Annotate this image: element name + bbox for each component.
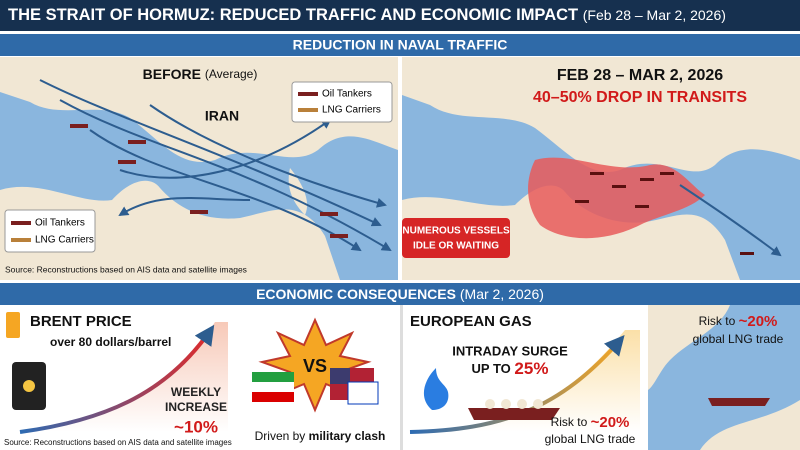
section-bar bbox=[0, 34, 800, 56]
text: ~20% bbox=[739, 313, 778, 330]
section-heading: ECONOMIC CONSEQUENCES (Mar 2, 2026) bbox=[256, 286, 544, 302]
legend-swatch bbox=[298, 92, 318, 96]
legend-swatch bbox=[298, 108, 318, 112]
source-note: Source: Reconstructions based on AIS dat… bbox=[4, 438, 232, 447]
brent-subtitle: over 80 dollars/barrel bbox=[50, 335, 171, 349]
text: ECONOMIC CONSEQUENCES bbox=[256, 286, 456, 302]
source-note: Source: Reconstructions based on AIS dat… bbox=[5, 264, 247, 274]
surge-label: UP TO 25% bbox=[472, 359, 549, 378]
risk-label: Risk to ~20% bbox=[699, 313, 778, 330]
text: (Feb 28 – Mar 2, 2026) bbox=[583, 7, 726, 23]
drop-headline: 40–50% DROP IN TRANSITS bbox=[533, 89, 747, 106]
lng-map bbox=[648, 305, 800, 450]
legend-swatch bbox=[11, 238, 31, 242]
risk-label: global LNG trade bbox=[693, 332, 784, 346]
text: Risk to bbox=[551, 415, 588, 429]
text: 25% bbox=[514, 359, 548, 378]
vs-badge: VS bbox=[303, 356, 327, 376]
divider bbox=[398, 57, 402, 280]
region-label: IRAN bbox=[205, 108, 239, 124]
legend-swatch bbox=[11, 221, 31, 225]
divider bbox=[400, 305, 403, 450]
brent-title: BRENT PRICE bbox=[30, 313, 132, 330]
callout-text: NUMEROUS VESSELS bbox=[402, 226, 510, 237]
risk-label: Risk to ~20% bbox=[551, 414, 630, 431]
text: (Average) bbox=[205, 67, 257, 81]
text: (Mar 2, 2026) bbox=[460, 286, 544, 302]
callout-text: IDLE OR WAITING bbox=[413, 241, 499, 252]
legend-entry: LNG Carriers bbox=[322, 105, 381, 116]
legend-entry: LNG Carriers bbox=[35, 235, 94, 246]
text: Risk to bbox=[699, 314, 736, 328]
legend-box bbox=[4, 209, 96, 253]
period-label: FEB 28 – MAR 2, 2026 bbox=[557, 67, 723, 84]
callout-box bbox=[402, 218, 510, 258]
gas-panel bbox=[409, 330, 640, 434]
text: Driven by bbox=[255, 429, 306, 443]
legend-entry: Oil Tankers bbox=[322, 89, 372, 100]
text: military clash bbox=[309, 429, 386, 443]
risk-label: global LNG trade bbox=[545, 432, 636, 446]
conflict-graphic bbox=[252, 317, 379, 413]
section-heading: REDUCTION IN NAVAL TRAFFIC bbox=[293, 37, 508, 53]
gas-title: EUROPEAN GAS bbox=[410, 313, 532, 330]
text: BEFORE bbox=[143, 66, 201, 82]
text: ~20% bbox=[591, 414, 630, 431]
conflict-caption: Driven by military clash bbox=[255, 429, 386, 443]
section-bar bbox=[0, 283, 800, 305]
title-bar bbox=[0, 0, 800, 31]
change-label: WEEKLY bbox=[171, 385, 221, 399]
text: THE STRAIT OF HORMUZ: REDUCED TRAFFIC AN… bbox=[8, 6, 578, 24]
surge-label: INTRADAY SURGE bbox=[452, 343, 568, 358]
change-value: ~10% bbox=[174, 417, 218, 436]
legend-entry: Oil Tankers bbox=[35, 218, 85, 229]
before-label: BEFORE (Average) bbox=[143, 66, 258, 82]
title: THE STRAIT OF HORMUZ: REDUCED TRAFFIC AN… bbox=[8, 6, 726, 24]
text: UP TO bbox=[472, 361, 511, 376]
brent-panel bbox=[6, 312, 228, 434]
change-label: INCREASE bbox=[165, 400, 227, 414]
